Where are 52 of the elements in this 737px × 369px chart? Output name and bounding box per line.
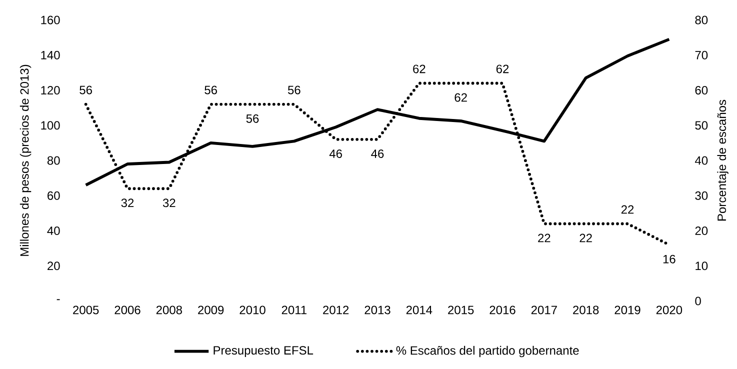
x-tick-label: 2009 — [198, 306, 224, 314]
x-tick-label: 2018 — [573, 306, 599, 314]
y2-tick-label: 50 — [695, 121, 708, 130]
y2-tick-label: 20 — [695, 226, 708, 236]
x-tick-label: 2017 — [531, 306, 557, 314]
y-tick-label: 60 — [48, 191, 60, 200]
x-tick-label: 2013 — [364, 306, 390, 314]
y-tick-label: - — [56, 299, 60, 300]
y-tick-label: 40 — [47, 226, 60, 236]
x-tick-label: 2015 — [448, 306, 474, 314]
y2-tick-label: 40 — [694, 156, 708, 165]
legend-label: Presupuesto EFSL — [214, 346, 314, 357]
data-label: 32 — [162, 198, 176, 208]
data-label: 56 — [204, 86, 217, 94]
y-tick-label: 120 — [41, 86, 60, 95]
y2-tick-label: 30 — [695, 191, 708, 200]
y2-tick-label: 80 — [695, 16, 708, 24]
data-label: 62 — [496, 64, 509, 74]
data-label: 16 — [663, 254, 676, 264]
x-tick-label: 2012 — [323, 306, 349, 314]
data-label: 22 — [580, 234, 592, 242]
y2-tick-label: 10 — [696, 262, 708, 270]
data-label: 56 — [80, 86, 92, 94]
data-label: 22 — [621, 205, 634, 214]
y2-axis-title: Porcentaje de escaños — [717, 100, 728, 221]
y2-tick-label: 70 — [695, 50, 708, 60]
y2-tick-label: 0 — [695, 296, 701, 306]
x-tick-label: 2020 — [656, 306, 682, 314]
x-tick-label: 2011 — [282, 306, 306, 314]
x-tick-label: 2014 — [406, 306, 432, 314]
legend-label: % Escaños del partido gobernante — [396, 346, 579, 358]
x-tick-label: 2019 — [614, 306, 640, 314]
data-label: 32 — [121, 198, 134, 208]
y-tick-label: 160 — [41, 16, 60, 24]
x-tick-label: 2010 — [240, 306, 266, 314]
y-tick-label: 140 — [41, 50, 60, 60]
x-tick-label: 2005 — [73, 306, 99, 314]
y2-tick-label: 60 — [695, 86, 708, 95]
x-tick-label: 2016 — [490, 306, 516, 314]
data-label: 22 — [538, 234, 550, 242]
data-label: 56 — [288, 86, 300, 94]
y-axis-title: Millones de pesos (precios de 2013) — [20, 64, 32, 256]
y-tick-label: 100 — [41, 121, 60, 130]
y-tick-label: 20 — [48, 262, 60, 270]
data-label: 46 — [371, 149, 384, 158]
data-label: 62 — [413, 64, 426, 74]
data-label: 62 — [454, 93, 467, 102]
data-label: 56 — [246, 114, 259, 123]
data-label: 46 — [329, 149, 342, 158]
x-tick-label: 2006 — [114, 306, 140, 314]
x-tick-label: 2008 — [156, 306, 182, 314]
y-tick-label: 80 — [47, 156, 60, 165]
